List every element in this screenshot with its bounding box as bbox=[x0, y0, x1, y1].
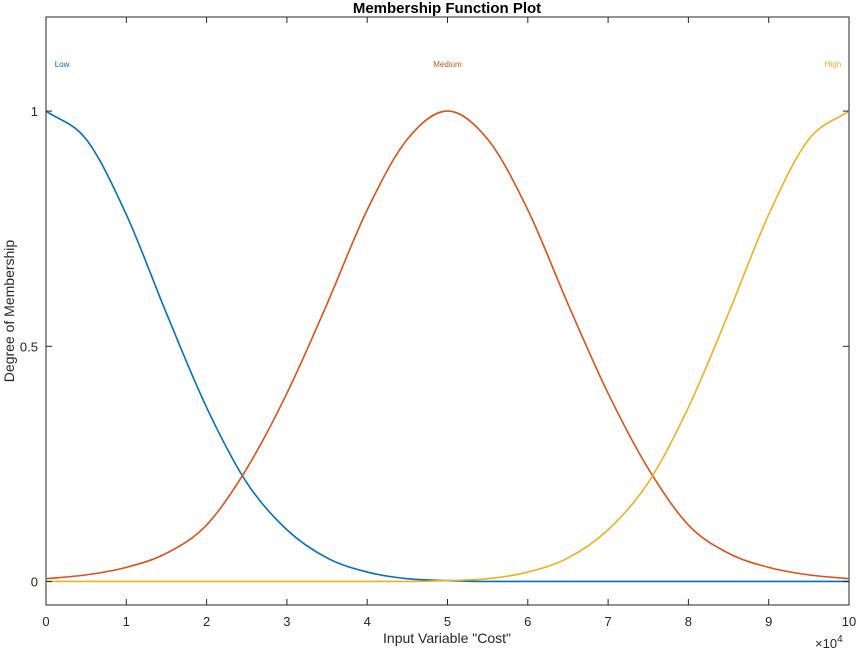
x-tick-label: 8 bbox=[685, 614, 692, 629]
chart-title: Membership Function Plot bbox=[353, 0, 541, 17]
x-tick-label: 7 bbox=[604, 614, 611, 629]
y-tick-label: 0 bbox=[31, 574, 38, 589]
series-label-high: High bbox=[825, 60, 841, 69]
x-multiplier: ×104 bbox=[815, 634, 843, 650]
x-tick-label: 1 bbox=[123, 614, 130, 629]
mf-label-layer: Low Medium High bbox=[55, 60, 841, 69]
series-line-high bbox=[46, 110, 850, 583]
y-tick-label: 1 bbox=[31, 104, 38, 119]
curve-layer bbox=[45, 110, 850, 583]
y-axis: 00.51 bbox=[20, 104, 849, 589]
series-line-low bbox=[45, 110, 849, 583]
series-label-low: Low bbox=[55, 60, 70, 69]
x-tick-label: 10 bbox=[842, 614, 856, 629]
series-label-medium: Medium bbox=[433, 60, 462, 69]
x-axis: 0 1 2 3 4 5 6 7 8 9 10 bbox=[42, 17, 856, 629]
y-axis-label: Degree of Membership bbox=[1, 240, 17, 383]
series-line-medium bbox=[45, 110, 850, 580]
y-tick-label: 0.5 bbox=[20, 339, 38, 354]
plot-area bbox=[45, 16, 850, 606]
x-tick-label: 6 bbox=[524, 614, 531, 629]
x-tick-label: 0 bbox=[42, 614, 49, 629]
x-tick-label: 3 bbox=[283, 614, 290, 629]
x-tick-label: 2 bbox=[203, 614, 210, 629]
x-axis-label: Input Variable "Cost" bbox=[383, 630, 511, 646]
x-multiplier-base: ×10 bbox=[815, 636, 837, 650]
x-tick-label: 4 bbox=[364, 614, 371, 629]
x-tick-label: 9 bbox=[765, 614, 772, 629]
x-multiplier-exponent: 4 bbox=[837, 634, 843, 645]
x-tick-label: 5 bbox=[444, 614, 451, 629]
